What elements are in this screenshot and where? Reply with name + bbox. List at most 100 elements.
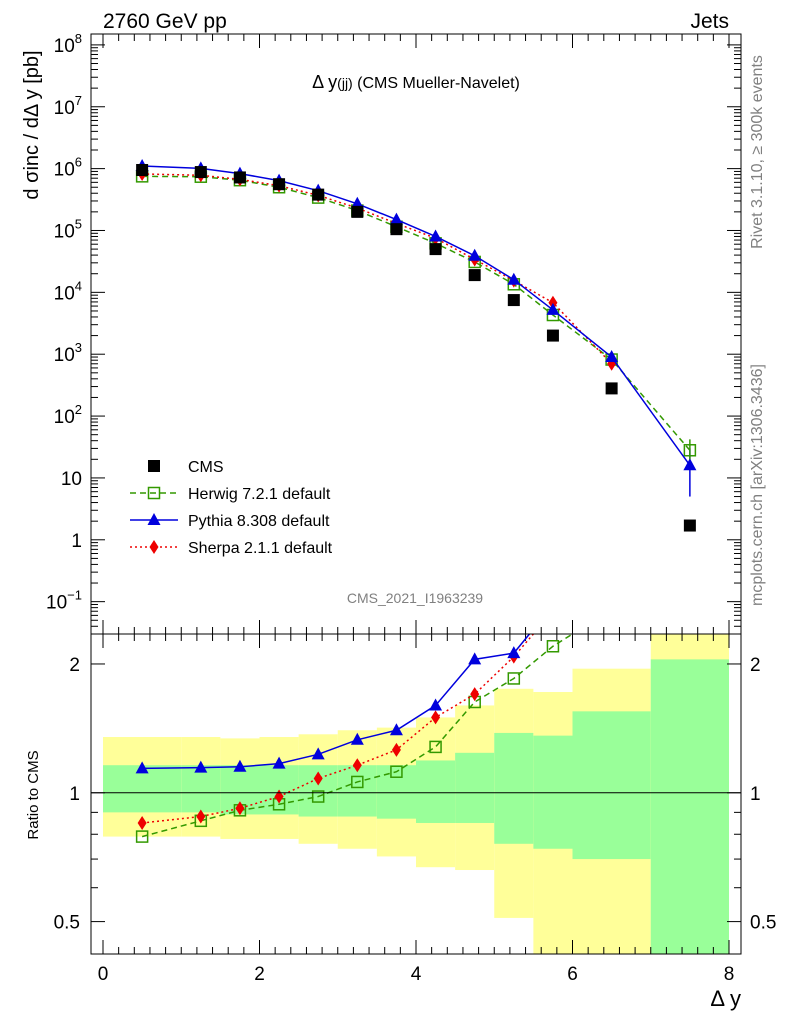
x-tick-label-0: 0: [98, 964, 109, 985]
main-y-tick-label-4: 103: [54, 340, 82, 366]
pythia-ratio-point-7: [429, 698, 443, 711]
tick-exp: 2: [75, 402, 82, 417]
main-y-tick-label-3: 102: [54, 402, 82, 428]
pythia-ratio-point-6: [389, 723, 403, 736]
sherpa-main-line: [142, 173, 613, 365]
herwig-ratio-point-9: [507, 672, 521, 685]
legend-marker-sherpa: [149, 540, 159, 554]
pythia-main-point-8: [468, 248, 482, 261]
pythia-ratio-point-8: [468, 652, 482, 665]
main-y-tick-label-5: 104: [54, 278, 82, 304]
tick-exp: 6: [75, 155, 82, 170]
cms-main-point-6: [390, 223, 403, 236]
tick-exp: −1: [67, 588, 82, 603]
band-inner-7: [416, 760, 456, 823]
cms-main-point-12: [683, 519, 696, 532]
x-tick-label-2: 4: [411, 964, 422, 985]
x-tick-label-4: 8: [724, 964, 735, 985]
legend-marker-herwig: [147, 486, 161, 500]
herwig-ratio-point-5: [351, 775, 364, 789]
legend-marker-pythia: [147, 513, 161, 525]
herwig-main-line: [142, 175, 691, 451]
pythia-ratio-point-3: [272, 756, 286, 769]
ratio-uncertainty-bands: [103, 634, 729, 954]
band-inner-6: [376, 765, 416, 819]
pythia-main-line: [142, 165, 691, 466]
band-inner-9: [494, 732, 534, 844]
legend-marker-cms: [148, 460, 160, 472]
cms-main-point-0: [136, 163, 149, 176]
pythia-ratio-point-1: [194, 760, 208, 773]
tick-exp: 7: [75, 93, 82, 108]
herwig-ratio-line: [141, 633, 573, 838]
mcplots-info: mcplots.cern.ch [arXiv:1306.3436]: [749, 364, 766, 606]
tick-base: 10: [54, 345, 75, 366]
pythia-ratio-point-0: [135, 761, 149, 774]
main-y-tick-label-9: 108: [54, 31, 82, 57]
rivet-info: Rivet 3.1.10, ≥ 300k events: [749, 55, 766, 249]
x-tick-label-1: 2: [254, 964, 265, 985]
sherpa-ratio-point-8: [470, 687, 480, 702]
sherpa-ratio-line: [142, 633, 534, 824]
band-inner-5: [337, 765, 377, 817]
cms-main-point-9: [507, 294, 520, 307]
cms-main-point-5: [351, 205, 364, 218]
legend-label-sherpa: Sherpa 2.1.1 default: [188, 540, 333, 557]
band-inner-10: [533, 735, 573, 849]
sherpa-ratio-point-5: [352, 758, 362, 773]
main-y-tick-label-2: 10: [61, 469, 82, 490]
cms-main-point-1: [194, 166, 207, 179]
herwig-ratio-point-10: [546, 640, 560, 653]
y-axis-label-main: d σinc / dΔ y [pb]: [21, 50, 43, 199]
ratio-frame: [90, 633, 742, 955]
main-y-tick-label-6: 105: [54, 216, 82, 242]
cms-main-point-4: [312, 188, 325, 201]
main-series: [135, 159, 697, 532]
tick-base: 10: [54, 36, 75, 57]
main-y-tick-label-7: 106: [54, 155, 82, 181]
legend-label-cms: CMS: [188, 459, 224, 476]
herwig-ratio-point-6: [390, 765, 403, 778]
pythia-ratio-point-5: [350, 732, 364, 745]
x-axis-label: Δ y: [710, 986, 741, 1011]
pythia-main-point-6: [389, 212, 403, 225]
ratio-y-tick-label-0: 0.5: [54, 913, 80, 934]
herwig-ratio-point-7: [429, 740, 442, 754]
band-inner-11: [572, 711, 651, 860]
band-inner-12: [650, 659, 729, 954]
sherpa-main-point-10: [548, 295, 558, 310]
pythia-ratio-point-4: [311, 747, 325, 760]
pythia-main-point-7: [429, 229, 443, 242]
pythia-main-point-11: [605, 350, 619, 363]
cms-main-point-2: [233, 171, 246, 184]
cms-main-point-11: [605, 382, 618, 395]
sherpa-ratio-point-1: [196, 809, 206, 824]
ratio-y-tick-label-right-2: 2: [750, 655, 761, 676]
header-left: 2760 GeV pp: [103, 10, 227, 33]
tick-base: 10: [46, 593, 67, 614]
ratio-y-tick-label-right-0: 0.5: [750, 913, 776, 934]
ratio-axis-ticks: 0.5 0.5 1 1 2 2 0 2 4 6 8: [54, 634, 776, 985]
y-axis-label-ratio: Ratio to CMS: [25, 750, 42, 839]
tick-base: 10: [54, 98, 75, 119]
tick-base: 10: [54, 160, 75, 181]
main-y-tick-label-0: 10−1: [46, 588, 82, 614]
ratio-y-tick-label-2: 2: [69, 655, 80, 676]
sherpa-ratio-point-4: [313, 771, 323, 786]
main-y-tick-label-1: 1: [71, 531, 82, 552]
plot-title: Δ y(jj) (CMS Mueller-Navelet): [312, 72, 520, 92]
pythia-ratio-point-2: [233, 759, 247, 772]
ratio-y-tick-label-1: 1: [69, 784, 80, 805]
sherpa-ratio-point-7: [431, 710, 441, 725]
legend: CMS Herwig 7.2.1 default Pythia 8.308 defa…: [130, 459, 333, 557]
main-y-tick-label-8: 107: [54, 93, 82, 119]
legend-label-herwig: Herwig 7.2.1 default: [188, 486, 331, 503]
sherpa-ratio-point-2: [235, 801, 245, 816]
plot-title-main: Δ y: [312, 72, 337, 92]
tick-exp: 5: [75, 216, 82, 231]
pythia-ratio-point-9: [507, 646, 521, 659]
cms-main-point-8: [468, 269, 481, 282]
header-right: Jets: [690, 10, 729, 33]
